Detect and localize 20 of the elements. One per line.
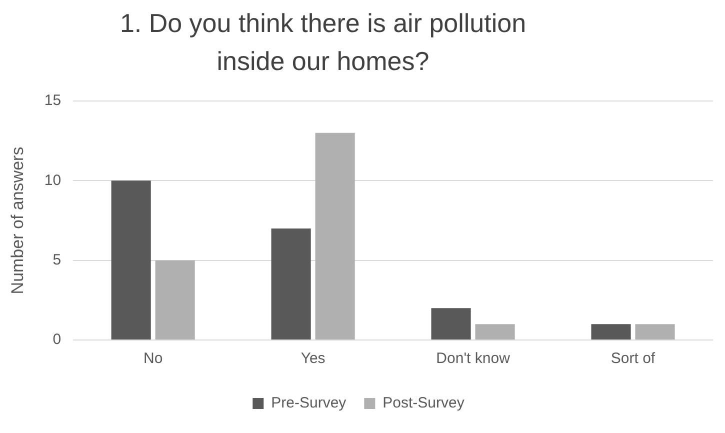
bar <box>635 324 675 340</box>
x-tick-label: Sort of <box>610 350 656 368</box>
y-tick-label: 0 <box>52 331 62 348</box>
x-tick-label: Yes <box>300 350 326 368</box>
bar <box>475 324 515 340</box>
bar <box>315 132 355 340</box>
legend-label: Post-Survey <box>382 394 465 412</box>
bar <box>155 260 195 340</box>
bar <box>111 180 151 340</box>
x-tick-label: Don't know <box>436 350 510 368</box>
y-tick-label: 5 <box>52 251 62 268</box>
bar <box>431 308 471 340</box>
bar <box>591 324 631 340</box>
y-tick-label: 10 <box>44 172 62 189</box>
x-tick-label: No <box>143 350 163 368</box>
chart-title: 1. Do you think there is air pollution inside our homes? <box>118 7 528 78</box>
y-tick-label: 15 <box>44 92 62 110</box>
y-axis-title: Number of answers <box>8 146 27 294</box>
bar <box>271 228 311 340</box>
legend-label: Pre-Survey <box>271 394 347 412</box>
